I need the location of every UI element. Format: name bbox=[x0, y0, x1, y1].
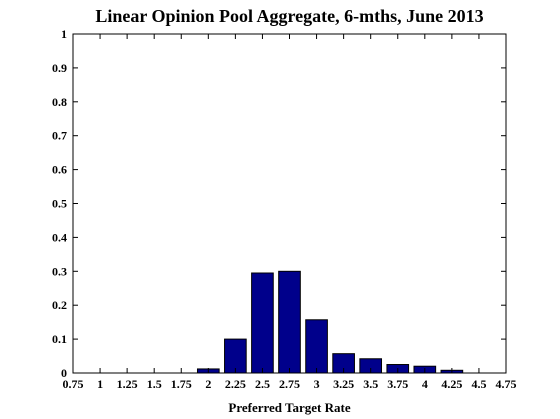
y-tick-label: 0.7 bbox=[52, 129, 67, 143]
x-tick-label: 2.25 bbox=[225, 377, 246, 391]
x-axis-label: Preferred Target Rate bbox=[228, 400, 350, 415]
x-tick-label: 4.25 bbox=[441, 377, 462, 391]
x-tick-label: 2 bbox=[205, 377, 211, 391]
x-tick-label: 3.75 bbox=[387, 377, 408, 391]
bar bbox=[305, 319, 328, 374]
bar bbox=[251, 272, 274, 374]
x-tick-label: 1.25 bbox=[117, 377, 138, 391]
y-tick-label: 0.3 bbox=[52, 264, 67, 278]
x-tick-label: 2.75 bbox=[279, 377, 300, 391]
y-tick-label: 0.5 bbox=[52, 197, 67, 211]
y-tick-label: 0.1 bbox=[52, 332, 67, 346]
x-tick-label: 4 bbox=[422, 377, 428, 391]
y-tick-label: 0.9 bbox=[52, 61, 67, 75]
y-tick-label: 0.6 bbox=[52, 163, 67, 177]
x-tick-label: 4.75 bbox=[496, 377, 517, 391]
x-tick-label: 2.5 bbox=[255, 377, 270, 391]
bar bbox=[278, 270, 301, 374]
x-tick-label: 3.5 bbox=[363, 377, 378, 391]
x-tick-label: 4.5 bbox=[471, 377, 486, 391]
x-tick-label: 1 bbox=[97, 377, 103, 391]
y-tick-label: 0.4 bbox=[52, 230, 67, 244]
x-tick-label: 1.5 bbox=[147, 377, 162, 391]
y-tick-label: 0.2 bbox=[52, 298, 67, 312]
tick-labels-layer: 0.75 1 1.25 1.5 1.75 2 2.25 2.5 2.75 3 3.25 3.5 3.75… bbox=[52, 27, 517, 391]
plot-frame bbox=[72, 33, 507, 374]
x-tick-label: 3 bbox=[314, 377, 320, 391]
y-tick-label: 0.8 bbox=[52, 95, 67, 109]
x-tick-label: 0.75 bbox=[63, 377, 84, 391]
x-tick-label: 1.75 bbox=[171, 377, 192, 391]
chart-title: Linear Opinion Pool Aggregate, 6-mths, J… bbox=[95, 6, 483, 26]
bar bbox=[224, 338, 247, 374]
y-tick-label: 0 bbox=[61, 366, 67, 380]
y-tick-label: 1 bbox=[61, 27, 67, 41]
bars-layer bbox=[196, 270, 464, 374]
x-tick-label: 3.25 bbox=[333, 377, 354, 391]
